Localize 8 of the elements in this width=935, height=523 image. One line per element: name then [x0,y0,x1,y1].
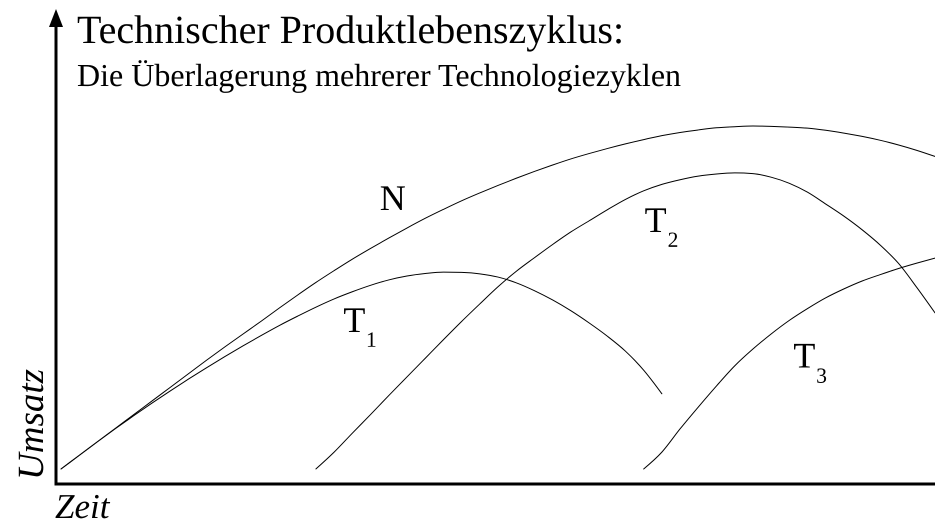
series-label: T₃ [793,335,828,384]
chart-subtitle: Die Überlagerung mehrerer Technologiezyklen [77,57,682,93]
series-label: N [380,178,406,218]
x-axis-title: Zeit [55,487,111,523]
series-label: T₁ [343,300,378,348]
y-axis-title: Umsatz [11,368,52,480]
series-label: T₂ [644,200,680,248]
chart-title: Technischer Produktlebenszyklus: [77,7,624,52]
